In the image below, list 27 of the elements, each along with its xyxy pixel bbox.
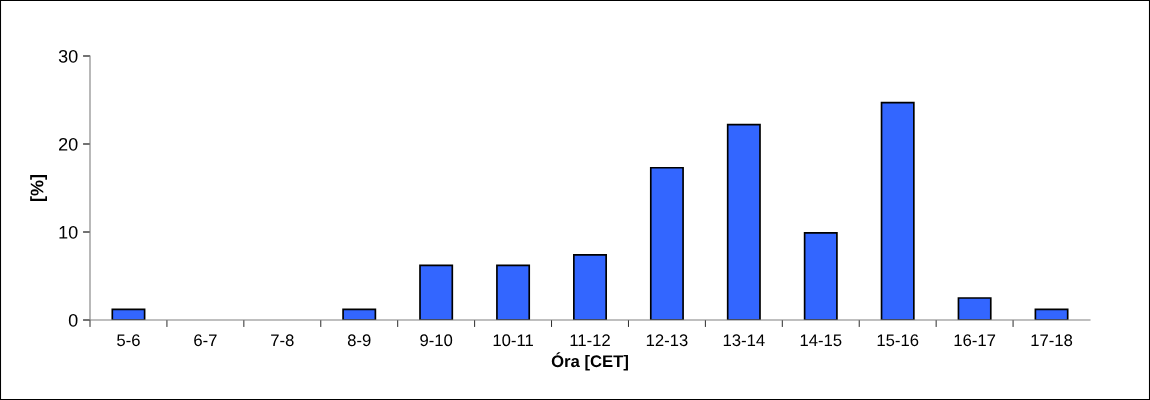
x-tick-label: 6-7 — [194, 334, 217, 347]
x-tick-label: 14-15 — [800, 334, 842, 347]
bar — [726, 123, 761, 320]
y-tick-label: 10 — [59, 225, 78, 239]
x-tick-label: 17-18 — [1031, 334, 1073, 347]
x-tick-label: 16-17 — [954, 334, 996, 347]
y-tick-label: 20 — [59, 137, 78, 151]
x-tick-label: 9-10 — [420, 334, 453, 347]
x-tick-label: 10-11 — [493, 334, 533, 347]
x-tick-label: 13-14 — [723, 334, 765, 347]
y-tick-label: 0 — [68, 313, 78, 327]
bar — [649, 166, 684, 320]
x-tick-label: 12-13 — [646, 334, 688, 347]
y-axis-title: [%] — [30, 174, 47, 202]
bar — [957, 297, 992, 320]
x-tick-label: 8-9 — [347, 334, 371, 347]
x-tick-label: 11-12 — [570, 334, 610, 346]
bar — [803, 232, 838, 320]
x-axis-title: Óra [CET] — [551, 352, 628, 371]
bar — [880, 101, 915, 320]
bar — [419, 264, 454, 320]
bar — [496, 264, 531, 320]
bar — [573, 254, 607, 320]
x-tick-label: 7-8 — [271, 334, 294, 347]
y-tick-label: 30 — [58, 49, 78, 63]
x-tick-label: 5-6 — [117, 334, 140, 347]
x-tick-label: 15-16 — [877, 334, 919, 347]
